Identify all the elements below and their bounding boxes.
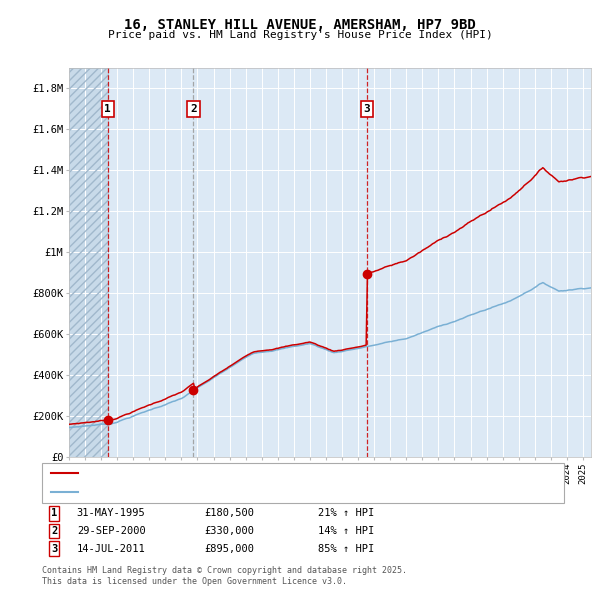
Text: £895,000: £895,000 <box>204 544 254 553</box>
Text: 85% ↑ HPI: 85% ↑ HPI <box>318 544 374 553</box>
Text: 16, STANLEY HILL AVENUE, AMERSHAM, HP7 9BD: 16, STANLEY HILL AVENUE, AMERSHAM, HP7 9… <box>124 18 476 32</box>
Text: 3: 3 <box>364 104 370 114</box>
Text: 1: 1 <box>104 104 111 114</box>
Text: 29-SEP-2000: 29-SEP-2000 <box>77 526 146 536</box>
Text: £330,000: £330,000 <box>204 526 254 536</box>
Text: 3: 3 <box>51 544 57 553</box>
Text: HPI: Average price, detached house, Buckinghamshire: HPI: Average price, detached house, Buck… <box>83 487 382 497</box>
Text: 14-JUL-2011: 14-JUL-2011 <box>77 544 146 553</box>
Text: 2: 2 <box>51 526 57 536</box>
Text: 1: 1 <box>51 509 57 518</box>
Text: 16, STANLEY HILL AVENUE, AMERSHAM, HP7 9BD (detached house): 16, STANLEY HILL AVENUE, AMERSHAM, HP7 9… <box>83 468 430 478</box>
Text: 14% ↑ HPI: 14% ↑ HPI <box>318 526 374 536</box>
Text: Contains HM Land Registry data © Crown copyright and database right 2025.
This d: Contains HM Land Registry data © Crown c… <box>42 566 407 586</box>
Text: 21% ↑ HPI: 21% ↑ HPI <box>318 509 374 518</box>
Text: £180,500: £180,500 <box>204 509 254 518</box>
Text: 31-MAY-1995: 31-MAY-1995 <box>77 509 146 518</box>
Text: Price paid vs. HM Land Registry's House Price Index (HPI): Price paid vs. HM Land Registry's House … <box>107 30 493 40</box>
Text: 2: 2 <box>190 104 197 114</box>
